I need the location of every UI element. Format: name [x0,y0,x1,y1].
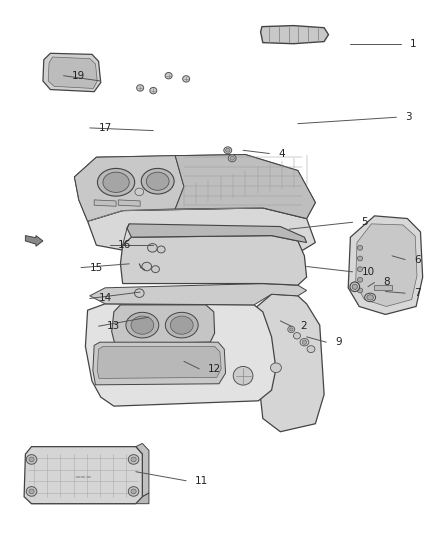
Ellipse shape [293,333,300,339]
Polygon shape [90,284,307,305]
Ellipse shape [135,188,144,196]
Ellipse shape [367,295,373,300]
Ellipse shape [307,346,315,353]
Polygon shape [24,447,142,504]
Polygon shape [120,236,307,285]
Ellipse shape [290,328,293,331]
Text: 13: 13 [107,321,120,331]
Ellipse shape [142,262,152,271]
Ellipse shape [270,363,281,373]
Ellipse shape [141,168,174,194]
Ellipse shape [165,312,198,338]
Ellipse shape [230,157,234,160]
Polygon shape [175,155,315,219]
Ellipse shape [29,489,34,494]
Polygon shape [48,57,97,88]
Text: 8: 8 [383,278,390,287]
Polygon shape [250,294,324,432]
Ellipse shape [350,282,360,292]
Polygon shape [356,224,417,306]
Polygon shape [118,200,140,206]
Text: 16: 16 [118,240,131,250]
Text: 14: 14 [99,294,112,303]
Ellipse shape [150,87,157,94]
Text: 19: 19 [72,71,85,80]
Polygon shape [261,26,328,44]
Ellipse shape [364,293,376,302]
Text: 5: 5 [361,217,368,227]
Polygon shape [374,285,392,290]
Text: 1: 1 [410,39,416,49]
Polygon shape [97,346,221,378]
Ellipse shape [148,244,157,252]
Polygon shape [88,208,315,256]
Ellipse shape [152,266,159,273]
Polygon shape [85,304,276,406]
Ellipse shape [26,455,37,464]
Text: 3: 3 [405,112,412,122]
Ellipse shape [183,76,190,82]
Text: 11: 11 [195,476,208,486]
Text: 2: 2 [300,321,307,331]
Ellipse shape [157,246,165,253]
Ellipse shape [137,85,144,91]
Text: 4: 4 [278,149,285,158]
Text: ===: === [74,474,92,480]
Ellipse shape [146,172,169,190]
Ellipse shape [103,172,129,192]
Polygon shape [127,224,307,243]
Ellipse shape [288,326,295,333]
Polygon shape [94,200,116,206]
Ellipse shape [128,455,139,464]
Ellipse shape [228,155,236,162]
Ellipse shape [357,245,363,251]
Text: 12: 12 [208,364,221,374]
Ellipse shape [357,277,363,282]
Ellipse shape [165,72,172,79]
Text: 9: 9 [335,337,342,347]
Ellipse shape [126,312,159,338]
Polygon shape [136,443,149,497]
Ellipse shape [302,340,307,344]
Ellipse shape [29,457,34,462]
Ellipse shape [170,316,193,334]
Ellipse shape [357,266,363,272]
Ellipse shape [97,168,135,196]
Polygon shape [348,216,423,314]
Polygon shape [43,53,101,92]
Polygon shape [93,342,226,385]
Polygon shape [25,236,43,246]
Ellipse shape [357,288,363,293]
Ellipse shape [131,316,154,334]
Ellipse shape [233,367,253,385]
Ellipse shape [128,487,139,496]
Polygon shape [25,493,149,504]
Polygon shape [112,305,215,344]
Polygon shape [74,156,184,221]
Ellipse shape [352,284,357,289]
Ellipse shape [300,338,309,346]
Ellipse shape [224,147,232,154]
Text: 10: 10 [361,267,374,277]
Ellipse shape [134,289,144,297]
Ellipse shape [131,457,136,462]
Ellipse shape [26,487,37,496]
Text: 17: 17 [99,123,112,133]
Polygon shape [74,155,315,221]
Text: 6: 6 [414,255,420,264]
Text: 15: 15 [90,263,103,272]
Ellipse shape [131,489,136,494]
Ellipse shape [226,149,230,152]
Ellipse shape [357,256,363,261]
Text: 7: 7 [414,288,420,298]
